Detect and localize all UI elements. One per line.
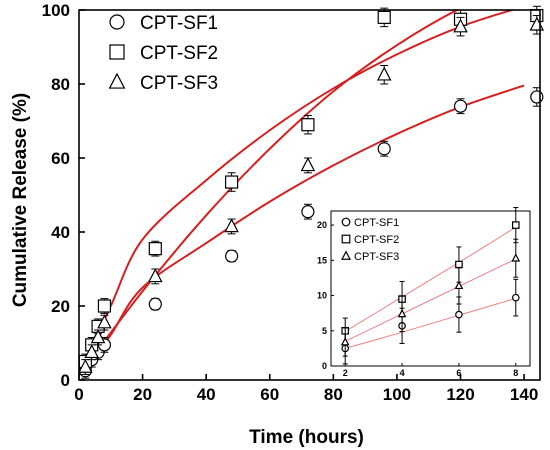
main-x-tick-label: 100	[383, 385, 411, 404]
main-x-tick-label: 120	[446, 385, 474, 404]
inset-data-point	[340, 337, 350, 346]
main-legend-label-2: CPT-SF2	[140, 43, 218, 64]
inset-data-point	[511, 253, 521, 262]
inset-y-tick-label: 20	[317, 220, 327, 230]
main-x-tick-label: 20	[133, 385, 152, 404]
inset-data-point	[454, 280, 464, 290]
main-data-point	[148, 242, 162, 256]
main-frame	[78, 9, 541, 381]
inset-y-tick-label: 15	[317, 255, 327, 265]
main-data-point	[148, 297, 162, 311]
inset-data-point	[455, 260, 463, 269]
main-fit-group	[84, 10, 525, 371]
inset-data-point	[511, 221, 520, 229]
main-data-point	[78, 358, 93, 373]
main-data-point	[300, 157, 316, 172]
main-x-tick-label: 0	[74, 385, 83, 404]
main-y-tick-label: 20	[51, 297, 70, 316]
main-y-tick-label: 80	[51, 75, 70, 94]
inset-fit-group	[344, 226, 517, 349]
main-y-tick-label: 60	[51, 149, 70, 168]
inset-legend-label-2: CPT-SF2	[354, 234, 399, 246]
main-data-point	[90, 329, 106, 344]
inset-x-tick-label: 4	[400, 368, 405, 378]
main-data-point	[376, 66, 392, 81]
main-data-point	[97, 299, 112, 313]
inset-series-3	[340, 238, 521, 357]
main-y-tick-label: 40	[51, 223, 70, 242]
inset-x-tick-label: 2	[343, 368, 348, 378]
x-axis-title: Time (hours)	[249, 427, 364, 448]
inset-y-tick-label: 5	[322, 326, 327, 336]
main-data-point	[377, 10, 391, 24]
y-axis-title: Cumulative Release (%)	[10, 93, 31, 307]
main-data-point	[97, 314, 112, 329]
inset-fit-line-2	[344, 226, 517, 332]
main-fit-line-2	[84, 10, 516, 362]
main-legend-label-3: CPT-SF3	[140, 73, 218, 94]
main-data-point	[301, 118, 315, 132]
inset-frame	[330, 210, 531, 367]
main-legend-marker	[108, 72, 126, 89]
main-x-tick-label: 140	[510, 385, 538, 404]
main-legend-marker	[109, 44, 125, 60]
main-data-point	[148, 268, 163, 283]
inset-legend-marker	[341, 217, 351, 227]
main-fit-line-1	[84, 84, 525, 371]
inset-legend-marker	[341, 234, 351, 244]
main-y-tick-label: 0	[61, 371, 70, 390]
main-legend-label-1: CPT-SF1	[140, 13, 218, 34]
main-y-tick-label: 100	[42, 1, 70, 20]
inset-legend-label-3: CPT-SF3	[354, 251, 399, 263]
main-legend-marker	[109, 14, 125, 30]
main-series-3	[78, 15, 545, 375]
inset-x-tick-label: 6	[456, 368, 461, 378]
inset-legend-marker	[341, 250, 351, 260]
inset-x-tick-label: 8	[513, 368, 518, 378]
main-x-tick-label: 60	[260, 385, 279, 404]
main-x-tick-label: 80	[324, 385, 343, 404]
inset-y-tick-label: 0	[322, 361, 327, 371]
main-data-point	[377, 142, 391, 156]
main-data-point	[301, 205, 315, 219]
inset-data-point	[397, 308, 407, 318]
main-data-point	[530, 90, 544, 104]
inset-fit-line-1	[345, 297, 516, 349]
main-data-point	[453, 99, 468, 113]
main-data-point	[84, 344, 100, 359]
inset-y-tick-label: 10	[317, 291, 327, 301]
main-data-point	[224, 218, 239, 233]
main-data-point	[453, 18, 468, 33]
main-data-point	[225, 175, 239, 189]
inset-data-point	[455, 310, 463, 319]
inset-background	[331, 211, 530, 366]
main-x-tick-label: 40	[197, 385, 216, 404]
inset-legend-label-1: CPT-SF1	[354, 217, 399, 229]
main-fit-line-3	[84, 10, 460, 368]
inset-fit-line-3	[344, 258, 517, 342]
main-data-point	[225, 249, 239, 263]
inset-data-point	[511, 293, 520, 302]
